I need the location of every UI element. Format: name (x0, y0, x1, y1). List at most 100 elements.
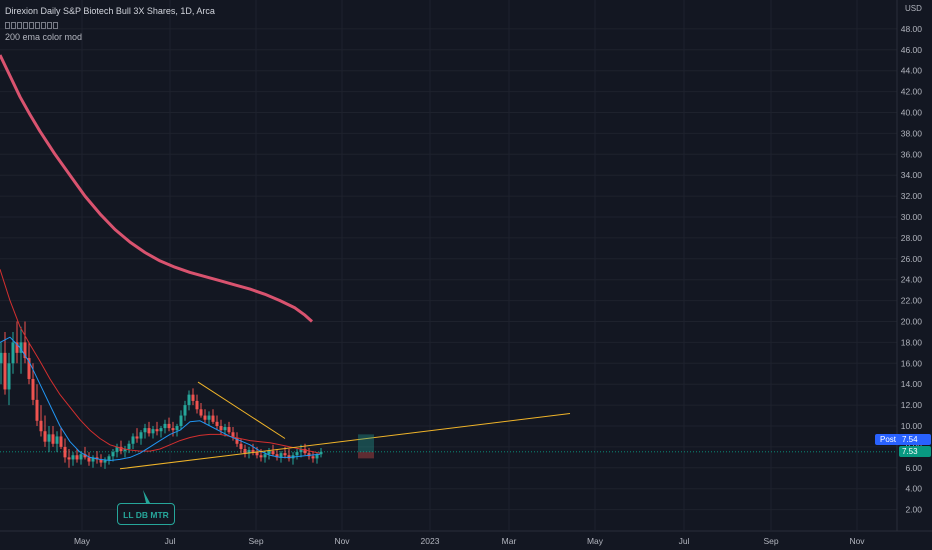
candle-body (143, 428, 147, 433)
y-tick-label: 22.00 (901, 296, 923, 306)
y-tick-label: 10.00 (901, 421, 923, 431)
post-market-price-tag: 7.54 (899, 434, 931, 445)
candle-body (147, 428, 151, 434)
y-tick-label: 46.00 (901, 45, 923, 55)
currency-label: USD (905, 4, 922, 13)
candle-body (39, 420, 43, 432)
candle-body (255, 452, 259, 456)
candle-body (283, 453, 287, 456)
candle-body (187, 394, 191, 406)
y-tick-label: 24.00 (901, 275, 923, 285)
y-tick-label: 16.00 (901, 358, 923, 368)
y-tick-label: 12.00 (901, 400, 923, 410)
x-tick-label: Nov (849, 536, 865, 546)
candle-body (51, 434, 55, 444)
candle-body (35, 399, 39, 421)
legend-value-boxes (5, 20, 65, 30)
candle-body (311, 456, 315, 459)
candle-body (179, 415, 183, 426)
candle-body (219, 426, 223, 431)
candle-body (163, 423, 167, 429)
candle-body (63, 446, 67, 458)
candle-body (183, 405, 187, 416)
candle-body (7, 363, 11, 390)
candle-body (107, 456, 111, 461)
candle-body (135, 436, 139, 439)
candle-body (211, 415, 215, 422)
y-tick-label: 6.00 (905, 463, 922, 473)
position-box-profit[interactable] (358, 434, 374, 453)
candle-body (167, 423, 171, 429)
candle-body (71, 455, 75, 460)
position-box-loss[interactable] (358, 452, 374, 459)
candle-body (263, 454, 267, 458)
y-tick-label: 44.00 (901, 66, 923, 76)
candle-body (27, 358, 31, 379)
candle-body (319, 451, 323, 455)
candle-body (43, 431, 47, 442)
y-tick-label: 28.00 (901, 233, 923, 243)
candle-body (151, 429, 155, 434)
candle-body (267, 451, 271, 455)
candle-body (223, 427, 227, 431)
candle-body (11, 342, 15, 364)
y-tick-label: 36.00 (901, 149, 923, 159)
candle-body (235, 437, 239, 444)
candle-body (23, 342, 27, 359)
x-tick-label: May (587, 536, 604, 546)
x-tick-label: Sep (248, 536, 263, 546)
candle-body (207, 415, 211, 420)
candle-body (243, 448, 247, 454)
candle-body (67, 457, 71, 460)
y-tick-label: 42.00 (901, 87, 923, 97)
post-market-label: Post (875, 434, 901, 445)
y-tick-label: 14.00 (901, 379, 923, 389)
y-tick-label: 2.00 (905, 505, 922, 515)
x-tick-label: May (74, 536, 91, 546)
candle-body (55, 436, 59, 444)
series-ema-red (0, 269, 321, 454)
symbol-title: Direxion Daily S&P Biotech Bull 3X Share… (5, 6, 215, 16)
candle-body (259, 455, 263, 458)
candle-body (247, 450, 251, 454)
candle-body (279, 453, 283, 458)
candle-body (31, 378, 35, 400)
candle-body (299, 448, 303, 453)
x-tick-label: Sep (763, 536, 778, 546)
y-tick-label: 38.00 (901, 128, 923, 138)
candle-body (79, 454, 83, 460)
y-tick-label: 26.00 (901, 254, 923, 264)
candle-body (99, 459, 103, 463)
y-tick-label: 18.00 (901, 337, 923, 347)
x-tick-label: Nov (334, 536, 350, 546)
x-tick-label: Jul (679, 536, 690, 546)
candle-body (159, 428, 163, 432)
candle-body (203, 415, 207, 420)
y-tick-label: 48.00 (901, 24, 923, 34)
candle-body (175, 426, 179, 431)
candle-body (123, 448, 127, 452)
candle-body (231, 432, 235, 438)
candle-body (59, 436, 63, 447)
series-ema-blue (0, 336, 321, 461)
y-tick-label: 30.00 (901, 212, 923, 222)
candle-body (307, 453, 311, 457)
candle-body (303, 448, 307, 454)
y-tick-label: 34.00 (901, 170, 923, 180)
candle-body (275, 454, 279, 458)
candle-body (215, 421, 219, 426)
candle-body (287, 455, 291, 459)
candle-body (295, 452, 299, 456)
candle-body (83, 454, 87, 458)
candle-body (91, 457, 95, 462)
candle-body (103, 460, 107, 463)
candle-body (139, 432, 143, 439)
last-price-tag: 7.53 (899, 446, 931, 457)
candle-body (47, 434, 51, 442)
series-trendline-support (119, 413, 571, 470)
candle-body (191, 394, 195, 401)
chart-annotation-label[interactable]: LL DB MTR (117, 503, 175, 525)
candle-body (155, 429, 159, 432)
candle-body (271, 451, 275, 455)
